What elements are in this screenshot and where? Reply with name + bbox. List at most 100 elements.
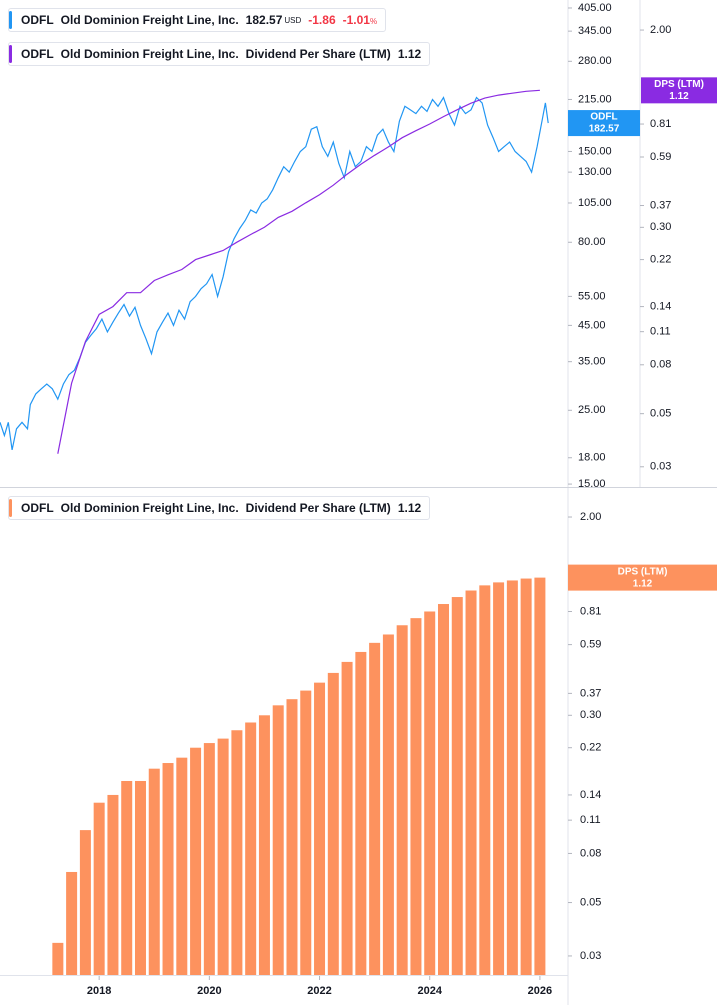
bar [286, 699, 298, 975]
y-tick-label: 0.30 [580, 709, 601, 721]
bar [217, 738, 229, 975]
last-price: 182.57 [245, 13, 283, 27]
legend-swatch [9, 45, 12, 63]
bar [465, 590, 477, 975]
series-line [0, 96, 549, 451]
ticker: ODFL [21, 501, 54, 515]
bar [451, 597, 463, 975]
y-tick-label: 35.00 [578, 356, 606, 368]
y-tick-label: 215.00 [578, 93, 612, 105]
legend-swatch [9, 11, 12, 29]
percent-sign: % [369, 17, 378, 26]
badge-value: 1.12 [669, 91, 689, 102]
y-tick-label: 80.00 [578, 236, 606, 248]
y-tick-label: 0.22 [650, 253, 671, 265]
price-change-percent: -1.01% [343, 13, 377, 27]
series-name: Dividend Per Share (LTM) [245, 501, 391, 515]
bar [52, 942, 64, 975]
bar [203, 743, 215, 975]
bar [437, 604, 449, 975]
y-tick-label: 0.08 [650, 359, 671, 371]
y-tick-label: 105.00 [578, 197, 612, 209]
bar [341, 661, 353, 975]
bar [493, 582, 505, 975]
bar [245, 722, 257, 975]
badge-background [641, 77, 717, 104]
bar [396, 625, 408, 975]
bar [506, 580, 518, 975]
series-name: Dividend Per Share (LTM) [245, 47, 391, 61]
y-tick-label: 0.14 [650, 300, 671, 312]
last-value: 1.12 [397, 47, 422, 61]
bar [176, 757, 188, 975]
bar [107, 794, 119, 975]
bar [382, 634, 394, 975]
y-tick-label: 405.00 [578, 2, 612, 14]
y-tick-label: 18.00 [578, 452, 606, 464]
y-tick-label: 2.00 [650, 24, 671, 36]
series-line [57, 89, 540, 454]
y-tick-label: 2.00 [580, 511, 601, 523]
company-name: Old Dominion Freight Line, Inc. [60, 47, 239, 61]
y-tick-label: 0.37 [580, 687, 601, 699]
y-tick-label: 25.00 [578, 404, 606, 416]
bar [534, 577, 546, 975]
currency: USD [284, 15, 302, 25]
y-tick-label: 150.00 [578, 145, 612, 157]
bar [479, 585, 491, 975]
bar [121, 780, 133, 975]
y-tick-label: 0.81 [580, 605, 601, 617]
bar [190, 747, 202, 975]
y-tick-label: 0.14 [580, 789, 601, 801]
bar [272, 705, 284, 975]
dps-badge: DPS (LTM)1.12 [641, 77, 717, 104]
price-change: -1.86 [308, 13, 336, 27]
legend-swatch [9, 499, 12, 517]
legend-dps-bars[interactable]: ODFL Old Dominion Freight Line, Inc. Div… [8, 496, 431, 520]
y-tick-label: 0.03 [580, 950, 601, 962]
y-tick-label: 0.08 [580, 847, 601, 859]
dps-badge: DPS (LTM)1.12 [568, 564, 717, 591]
last-value: 1.12 [397, 501, 422, 515]
bar [93, 802, 105, 975]
badge-value: 1.12 [633, 578, 653, 589]
bar [369, 642, 381, 975]
bar [66, 871, 78, 975]
y-tick-label: 0.05 [650, 408, 671, 420]
y-tick-label: 0.11 [580, 814, 601, 826]
bar [327, 672, 339, 975]
bar [520, 578, 532, 975]
bar [134, 780, 146, 975]
y-tick-label: 0.37 [650, 199, 671, 211]
bar [148, 768, 160, 975]
legend-price[interactable]: ODFL Old Dominion Freight Line, Inc. 182… [8, 8, 387, 32]
bar [162, 763, 174, 975]
badge-background [568, 110, 640, 137]
bar [410, 618, 422, 975]
x-tick-label: 2020 [197, 985, 221, 997]
badge-label: DPS (LTM) [654, 79, 704, 90]
company-name: Old Dominion Freight Line, Inc. [60, 501, 239, 515]
y-tick-label: 0.22 [580, 742, 601, 754]
y-tick-label: 15.00 [578, 478, 606, 490]
bar [355, 651, 367, 975]
badge-label: DPS (LTM) [618, 566, 668, 577]
badge-background [568, 564, 717, 591]
legend-dps[interactable]: ODFL Old Dominion Freight Line, Inc. Div… [8, 42, 431, 66]
x-tick-label: 2026 [528, 985, 552, 997]
y-tick-label: 0.59 [580, 639, 601, 651]
ticker: ODFL [21, 13, 54, 27]
badge-label: ODFL [590, 112, 617, 123]
bar [231, 730, 243, 975]
x-tick-label: 2022 [307, 985, 331, 997]
change-percent-value: -1.01 [342, 13, 370, 27]
bar [79, 830, 91, 975]
y-tick-label: 0.30 [650, 221, 671, 233]
y-tick-label: 0.59 [650, 151, 671, 163]
bar [314, 682, 326, 975]
y-tick-label: 0.03 [650, 461, 671, 473]
y-tick-label: 130.00 [578, 166, 612, 178]
